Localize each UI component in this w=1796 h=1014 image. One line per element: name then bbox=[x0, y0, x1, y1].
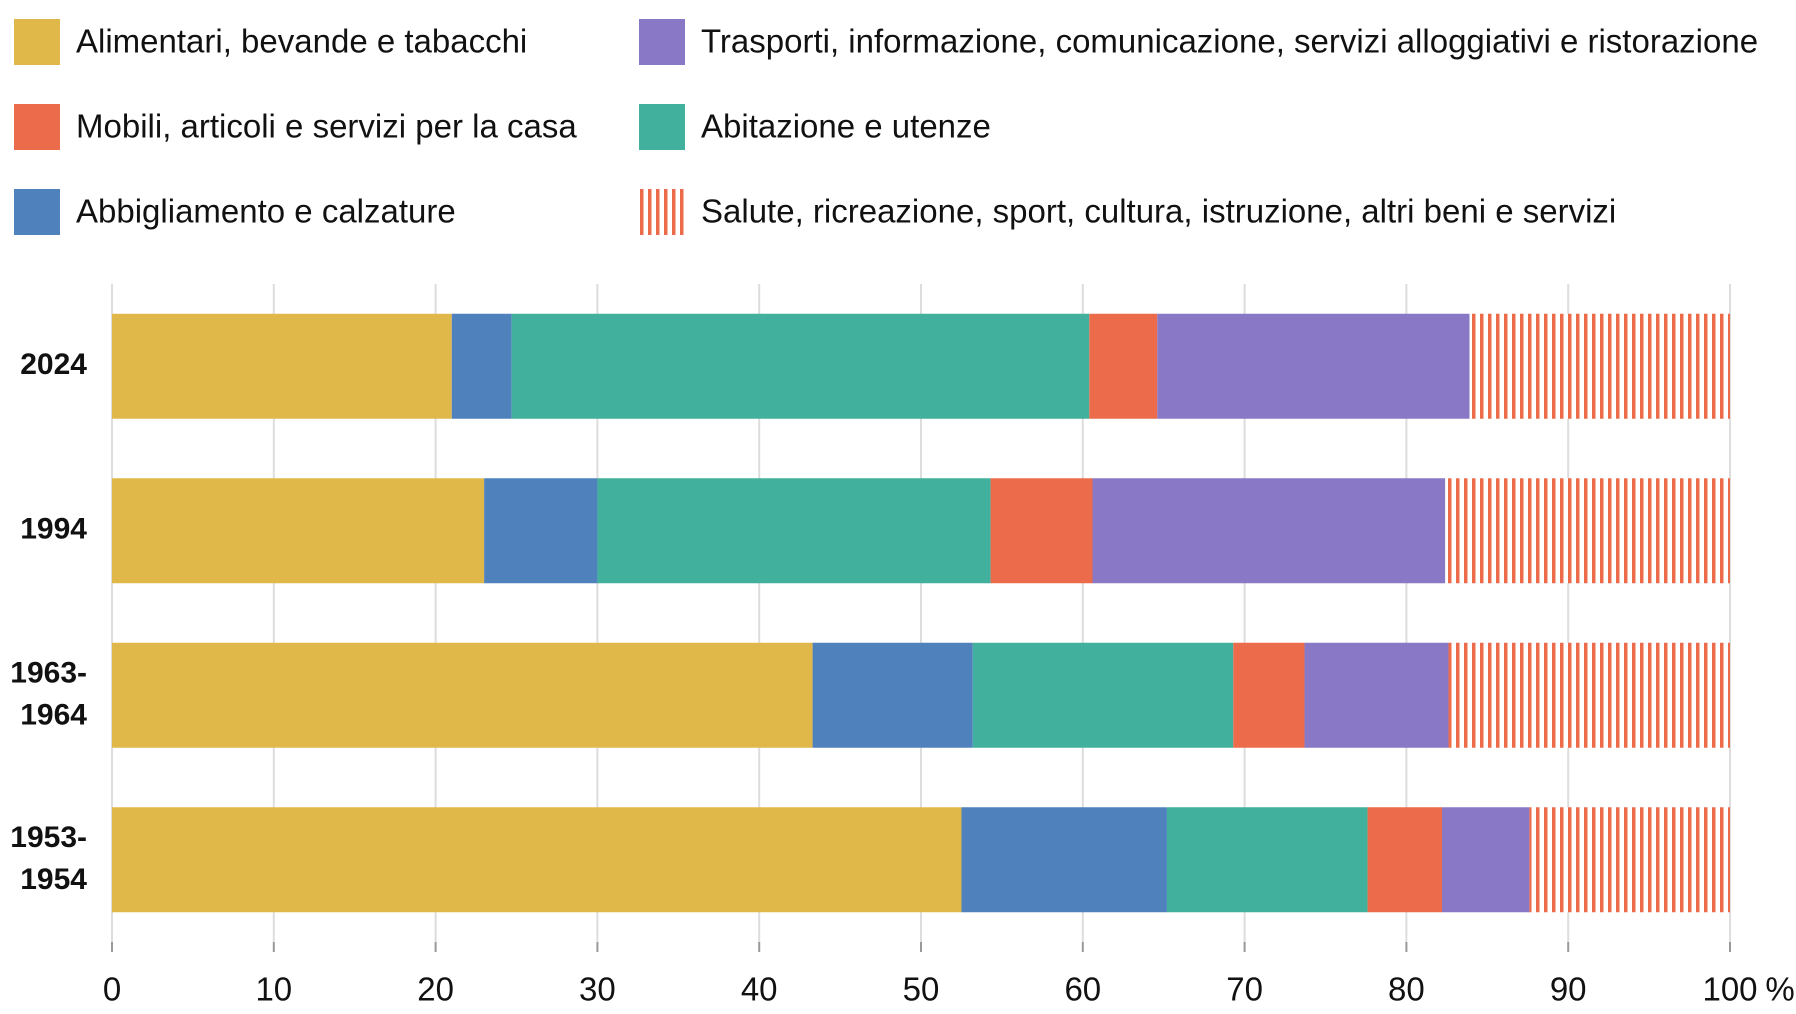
x-tick-label: 20 bbox=[417, 971, 454, 1008]
legend-label: Abbigliamento e calzature bbox=[76, 193, 456, 230]
y-tick-label: 1994 bbox=[20, 513, 87, 546]
bar-segment bbox=[511, 313, 1090, 419]
legend-swatch bbox=[639, 104, 685, 150]
x-tick-label: 10 bbox=[255, 971, 292, 1008]
bar-segment bbox=[1367, 807, 1442, 913]
bar-segment bbox=[1157, 313, 1470, 419]
legend-swatch bbox=[14, 104, 60, 150]
legend-swatch bbox=[14, 19, 60, 65]
legend-label: Alimentari, bevande e tabacchi bbox=[76, 23, 527, 60]
bar-segment bbox=[112, 478, 485, 584]
bar-segment bbox=[597, 478, 991, 584]
y-tick-label: 2024 bbox=[20, 348, 87, 381]
bar-segment bbox=[1166, 807, 1368, 913]
x-tick-label: 100 bbox=[1702, 971, 1757, 1008]
bar-segment bbox=[112, 807, 962, 913]
legend-label: Abitazione e utenze bbox=[701, 108, 991, 145]
bar-segment bbox=[1092, 478, 1446, 584]
bar-segment bbox=[112, 313, 452, 419]
x-tick-label: 70 bbox=[1226, 971, 1263, 1008]
x-tick-label: 50 bbox=[903, 971, 940, 1008]
bar-segment bbox=[1448, 642, 1730, 748]
legend-label: Salute, ricreazione, sport, cultura, ist… bbox=[701, 193, 1616, 230]
bar-segment bbox=[990, 478, 1093, 584]
legend-label: Mobili, articoli e servizi per la casa bbox=[76, 108, 577, 145]
x-tick-label: 60 bbox=[1064, 971, 1101, 1008]
bar-segment bbox=[972, 642, 1234, 748]
bar-segment bbox=[1233, 642, 1305, 748]
x-tick-label: 0 bbox=[103, 971, 121, 1008]
bar-segment bbox=[112, 642, 813, 748]
bar-segment bbox=[1089, 313, 1158, 419]
x-tick-label: 40 bbox=[741, 971, 778, 1008]
bar-segment bbox=[1441, 807, 1530, 913]
bar-segment bbox=[1304, 642, 1449, 748]
bar-segment bbox=[484, 478, 598, 584]
x-tick-label: 30 bbox=[579, 971, 616, 1008]
x-tick-label: 80 bbox=[1388, 971, 1425, 1008]
bar-segment bbox=[1469, 313, 1730, 419]
bar-segment bbox=[451, 313, 512, 419]
bar-segment bbox=[1529, 807, 1730, 913]
bar-segment bbox=[812, 642, 973, 748]
legend-swatch bbox=[14, 189, 60, 235]
bar-segment bbox=[1445, 478, 1730, 584]
bar-segment bbox=[961, 807, 1167, 913]
legend-swatch bbox=[639, 189, 685, 235]
x-axis-label: % bbox=[1765, 971, 1794, 1008]
x-tick-label: 90 bbox=[1550, 971, 1587, 1008]
y-tick-label: 1953-1954 bbox=[10, 821, 87, 896]
y-tick-label: 1963-1964 bbox=[10, 656, 87, 731]
legend-label: Trasporti, informazione, comunicazione, … bbox=[701, 23, 1758, 60]
legend-swatch bbox=[639, 19, 685, 65]
